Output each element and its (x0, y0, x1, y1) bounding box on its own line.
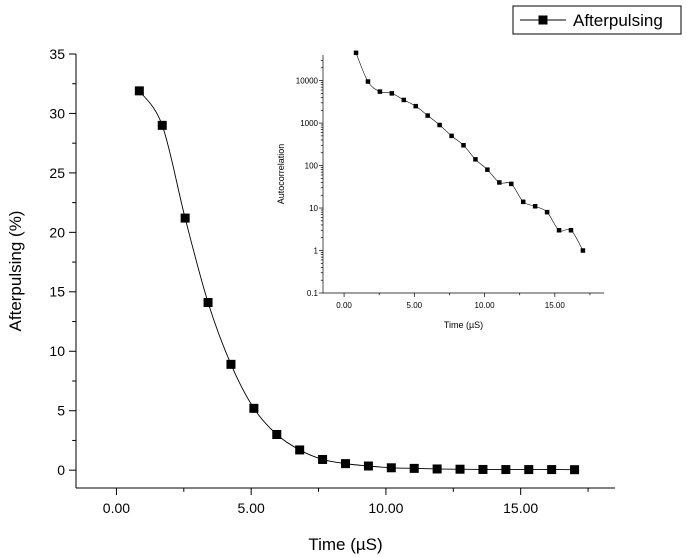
data-point (544, 209, 550, 215)
data-point (547, 465, 557, 475)
data-point (389, 91, 395, 96)
y-tick-label: 15 (49, 284, 65, 300)
data-point (570, 465, 580, 475)
data-point (497, 180, 502, 185)
x-tick-label: 15.00 (545, 301, 566, 310)
data-point (501, 465, 511, 475)
legend-label: Afterpulsing (573, 11, 663, 30)
data-point (377, 89, 383, 94)
data-point (580, 248, 586, 253)
data-point (461, 143, 466, 148)
x-axis-label: Time (µS) (444, 320, 483, 330)
data-point (478, 464, 488, 474)
data-point (485, 167, 490, 172)
legend-marker (538, 15, 548, 25)
y-tick-label: 5 (57, 403, 65, 419)
data-point (363, 461, 373, 471)
x-tick-label: 5.00 (238, 500, 265, 516)
data-point (520, 199, 526, 205)
data-point (437, 122, 442, 128)
y-tick-label: 25 (49, 165, 65, 181)
x-tick-label: 5.00 (407, 301, 423, 310)
inset-plot: 0.00 5.00 10.00 15.00 0.1 1 10 100 1000 10000 Time… (276, 50, 604, 330)
data-point (180, 213, 190, 223)
y-tick-label: 30 (49, 105, 65, 121)
data-point (449, 133, 454, 139)
y-tick-label: 35 (49, 46, 65, 62)
x-axis-label: Time (µS) (308, 535, 382, 554)
y-tick-label: 1000 (300, 119, 318, 128)
data-point (341, 459, 350, 469)
data-point (425, 113, 430, 118)
y-tick-label: 0 (57, 462, 65, 478)
data-point (226, 359, 236, 369)
y-tick-label: 20 (49, 224, 65, 240)
data-point (295, 445, 305, 455)
y-tick-label: 10 (49, 343, 65, 359)
data-point (473, 157, 478, 162)
data-point (556, 227, 562, 233)
data-point (272, 429, 282, 439)
legend: Afterpulsing (512, 5, 682, 35)
x-tick-label: 10.00 (368, 500, 403, 516)
data-point (524, 465, 534, 475)
y-axis-label: Autocorrelation (276, 144, 286, 205)
data-point (401, 97, 407, 103)
data-point (568, 227, 574, 233)
x-tick-label: 0.00 (103, 500, 130, 516)
y-tick-label: 0.1 (307, 289, 319, 298)
y-axis-label: Afterpulsing (%) (6, 211, 25, 332)
data-point (134, 86, 144, 96)
data-point (413, 103, 418, 109)
data-point (409, 463, 419, 473)
y-tick-label: 10000 (296, 76, 319, 85)
data-point (432, 464, 442, 474)
data-point (455, 464, 465, 474)
x-tick-label: 0.00 (336, 301, 352, 310)
data-point (532, 204, 538, 209)
data-point (353, 50, 359, 56)
y-tick-label: 10 (309, 204, 318, 213)
data-point (318, 454, 328, 464)
x-tick-label: 15.00 (503, 500, 538, 516)
x-tick-label: 10.00 (475, 301, 496, 310)
data-point (386, 463, 396, 473)
data-point (365, 79, 371, 84)
y-tick-label: 100 (305, 161, 319, 170)
data-point (249, 403, 259, 413)
data-point (509, 181, 514, 187)
y-tick-label: 1 (314, 246, 319, 255)
data-point (157, 120, 167, 130)
data-point (203, 298, 213, 308)
